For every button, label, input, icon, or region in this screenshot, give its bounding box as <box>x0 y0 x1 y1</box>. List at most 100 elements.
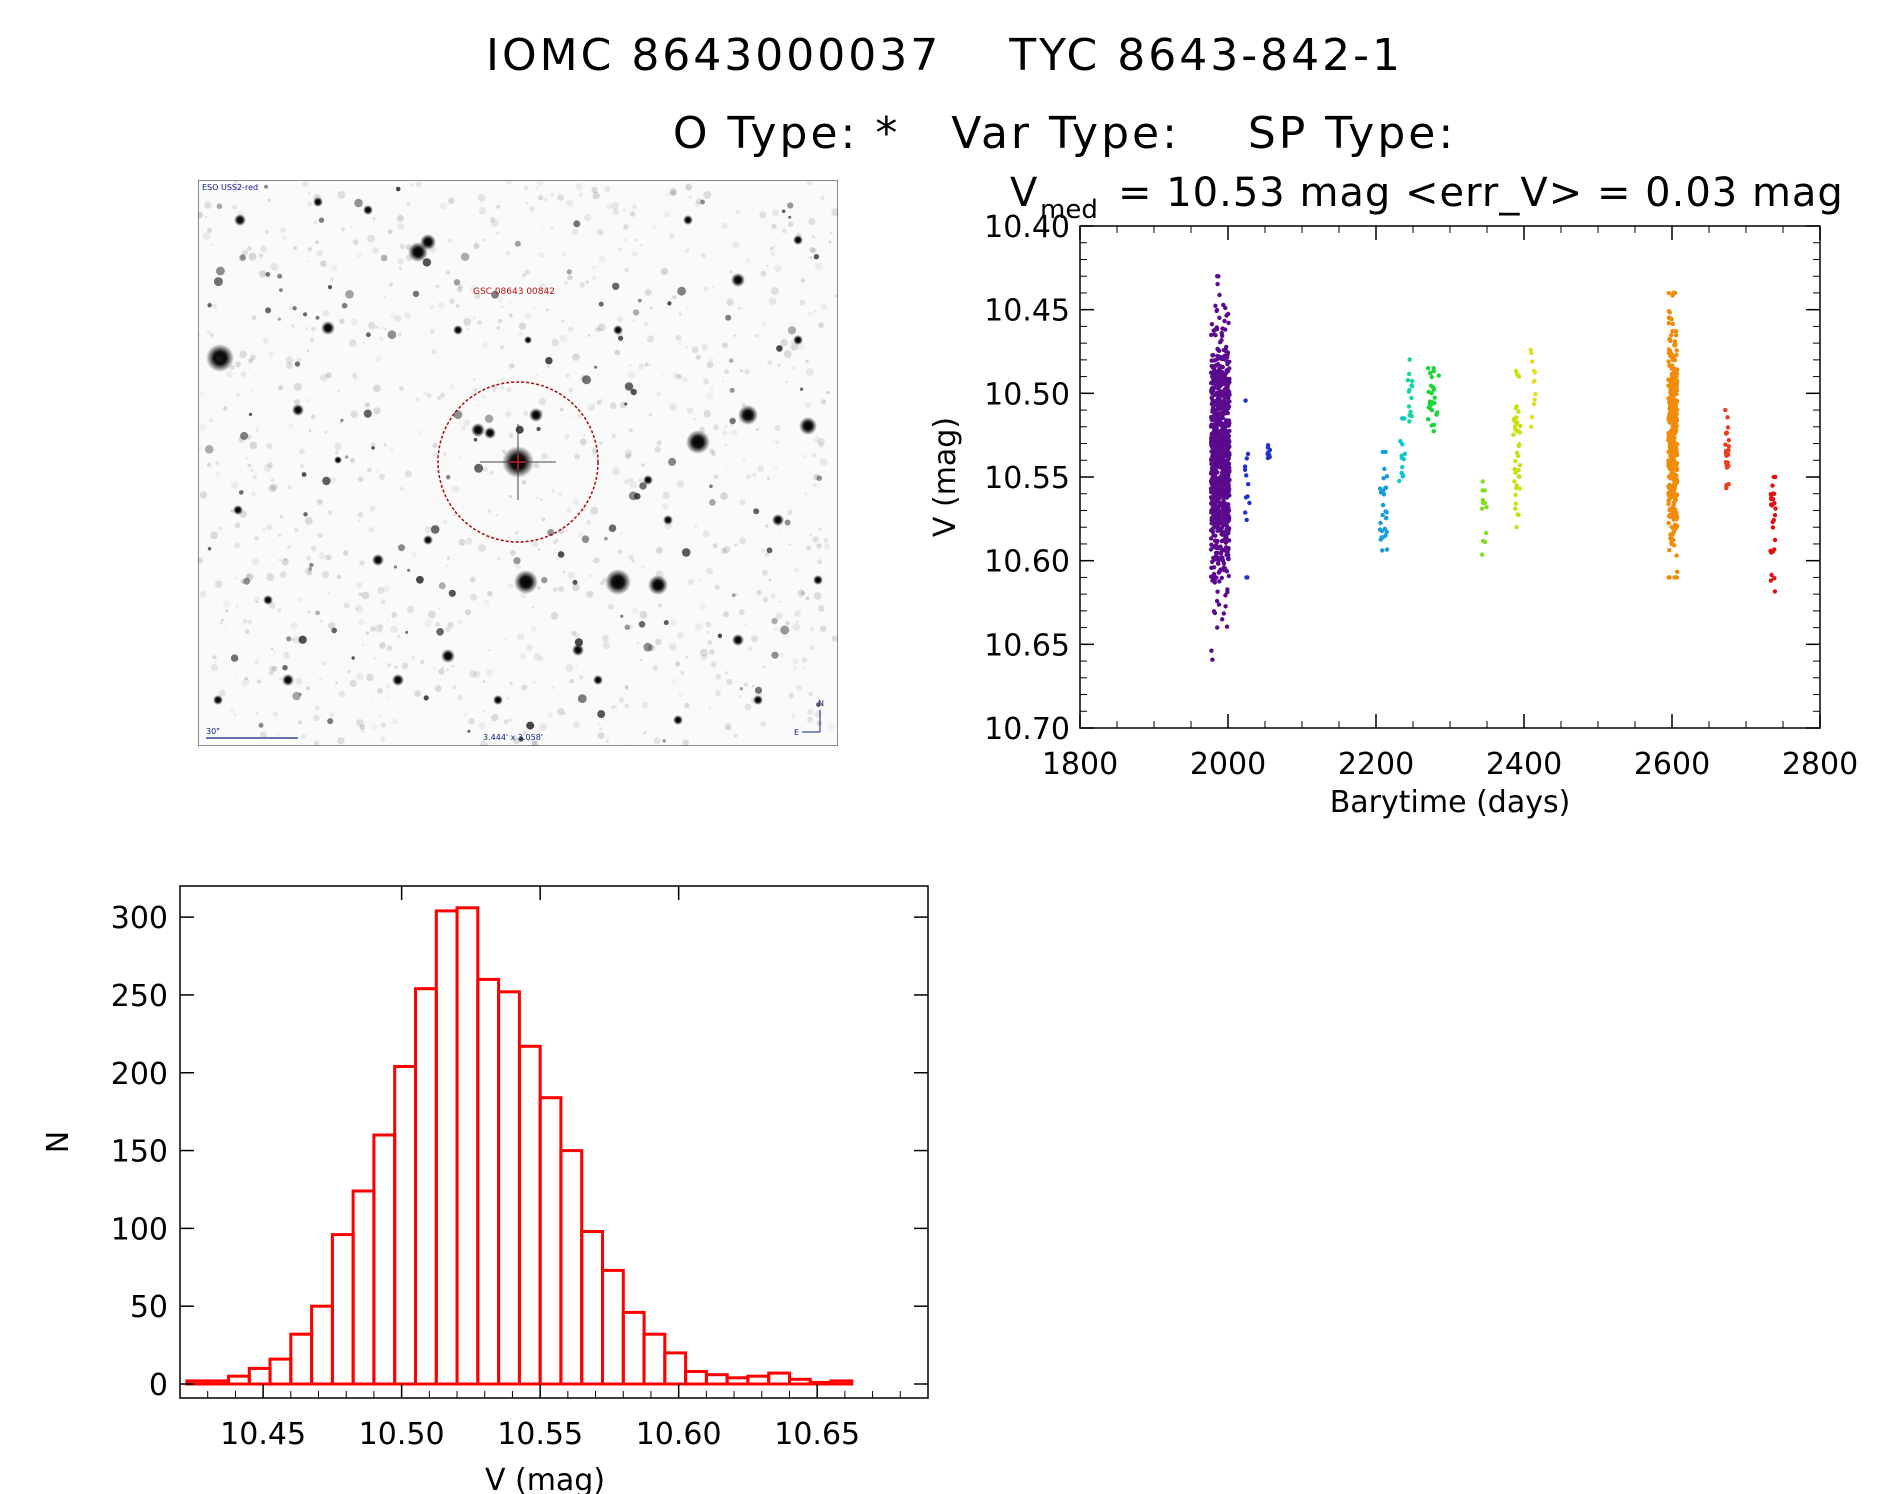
faint-star <box>624 624 630 630</box>
histogram-bar <box>476 977 501 1386</box>
data-point <box>1406 389 1412 394</box>
noise-speck <box>268 484 276 493</box>
y-tick-label: 10.70 <box>984 712 1070 747</box>
noise-speck <box>558 492 563 498</box>
noise-speck <box>592 191 600 200</box>
noise-speck <box>473 670 481 678</box>
noise-speck <box>774 425 781 432</box>
noise-speck <box>597 229 604 236</box>
data-point <box>1223 421 1228 426</box>
noise-speck <box>265 230 269 234</box>
faint-star <box>446 475 451 480</box>
noise-speck <box>807 716 813 723</box>
noise-speck <box>418 430 423 435</box>
star <box>372 554 384 566</box>
noise-speck <box>612 208 619 215</box>
noise-speck <box>648 363 651 367</box>
data-point <box>1406 371 1412 377</box>
noise-speck <box>305 686 310 691</box>
data-point <box>1668 406 1674 411</box>
data-point <box>1480 500 1486 505</box>
faint-star <box>240 431 249 440</box>
noise-speck <box>254 659 259 664</box>
noise-speck <box>711 285 715 289</box>
noise-speck <box>235 183 242 190</box>
noise-speck <box>564 434 570 440</box>
noise-speck <box>686 407 694 414</box>
data-point <box>1227 450 1232 456</box>
noise-speck <box>335 681 338 685</box>
data-point <box>1225 556 1231 561</box>
noise-speck <box>496 204 501 209</box>
noise-speck <box>673 372 680 379</box>
data-point <box>1219 432 1224 438</box>
data-point <box>1407 357 1412 362</box>
light-curve-x-ticks: 1800 2000 2200 2400 2600 2800 <box>1042 226 1858 782</box>
data-point <box>1217 579 1222 584</box>
faint-star <box>298 692 302 696</box>
faint-star <box>776 345 783 352</box>
noise-speck <box>551 685 555 690</box>
noise-speck <box>204 201 212 209</box>
noise-speck <box>709 649 715 655</box>
noise-speck <box>448 383 455 390</box>
data-point <box>1213 495 1219 500</box>
noise-speck <box>559 407 564 412</box>
noise-speck <box>652 665 658 671</box>
star <box>334 456 342 464</box>
star <box>423 535 433 545</box>
data-point <box>1429 408 1435 413</box>
noise-speck <box>809 246 816 253</box>
noise-speck <box>500 305 504 309</box>
noise-speck <box>397 222 405 230</box>
noise-speck <box>678 692 684 698</box>
noise-speck <box>466 327 469 331</box>
noise-speck <box>291 324 295 328</box>
data-point <box>1209 395 1215 400</box>
data-point <box>1222 536 1228 542</box>
noise-speck <box>491 383 498 390</box>
noise-speck <box>337 389 340 393</box>
noise-speck <box>506 387 512 393</box>
data-point <box>1210 516 1215 522</box>
noise-speck <box>410 183 414 187</box>
noise-speck <box>349 226 353 229</box>
data-point <box>1220 436 1225 442</box>
noise-speck <box>661 503 669 510</box>
noise-speck <box>449 622 453 626</box>
data-point <box>1671 502 1676 508</box>
noise-speck <box>328 622 336 630</box>
noise-speck <box>774 264 782 273</box>
noise-speck <box>730 423 734 427</box>
noise-speck <box>347 670 351 674</box>
data-point <box>1427 370 1433 376</box>
noise-speck <box>685 655 689 659</box>
noise-speck <box>349 679 357 687</box>
noise-speck <box>694 201 701 207</box>
noise-speck <box>539 247 542 250</box>
histogram-bar <box>227 1374 251 1386</box>
noise-speck <box>234 676 237 679</box>
noise-speck <box>357 511 364 518</box>
data-point <box>1225 360 1230 365</box>
noise-speck <box>246 573 254 581</box>
data-point <box>1671 354 1676 360</box>
noise-speck <box>285 362 293 370</box>
noise-speck <box>468 717 475 725</box>
noise-speck <box>441 666 444 669</box>
faint-star <box>780 625 790 635</box>
data-point <box>1770 483 1775 488</box>
faint-star <box>318 217 325 223</box>
noise-speck <box>210 243 214 247</box>
histogram-bar <box>372 1133 397 1386</box>
data-point <box>1514 450 1520 455</box>
data-point <box>1214 308 1219 314</box>
x-tick-label: 1800 <box>1042 747 1118 782</box>
noise-speck <box>624 478 630 485</box>
noise-speck <box>273 651 276 654</box>
histogram-bar <box>185 1379 210 1386</box>
noise-speck <box>779 600 782 603</box>
data-point <box>1223 604 1228 609</box>
noise-speck <box>655 546 663 554</box>
data-point <box>1672 379 1677 384</box>
